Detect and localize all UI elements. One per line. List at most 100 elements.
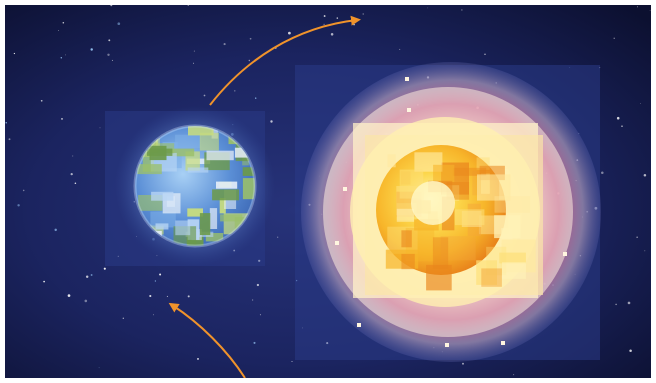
earth-surface-patch bbox=[199, 213, 211, 235]
sparkle bbox=[445, 343, 449, 347]
star bbox=[234, 90, 236, 92]
sun-flare-patch bbox=[401, 230, 412, 248]
star bbox=[60, 57, 63, 59]
earth-surface-patch bbox=[209, 208, 218, 229]
star bbox=[90, 274, 93, 276]
star bbox=[197, 357, 199, 360]
earth-surface-patch bbox=[212, 189, 239, 201]
earth-surface-patch bbox=[206, 150, 234, 161]
star bbox=[98, 367, 100, 369]
earth-surface-patch bbox=[155, 223, 169, 230]
star bbox=[255, 97, 257, 99]
sparkle bbox=[407, 108, 411, 112]
star bbox=[643, 173, 647, 177]
earth-surface-patch bbox=[149, 145, 167, 161]
earth-surface-patch bbox=[142, 150, 154, 172]
star bbox=[74, 182, 77, 185]
star bbox=[462, 362, 464, 365]
sun-flare-patch bbox=[426, 264, 452, 291]
star bbox=[252, 299, 254, 301]
star bbox=[259, 314, 261, 316]
sparkle bbox=[501, 341, 505, 345]
star bbox=[85, 275, 89, 278]
star bbox=[223, 43, 226, 46]
star bbox=[461, 9, 463, 11]
star bbox=[166, 295, 168, 297]
sun-flare-patch bbox=[433, 164, 455, 183]
orbit-arrow-top-icon bbox=[209, 15, 361, 106]
star bbox=[615, 303, 617, 306]
star bbox=[107, 53, 110, 56]
star bbox=[484, 53, 486, 55]
star bbox=[103, 267, 106, 270]
star bbox=[65, 54, 67, 56]
star bbox=[70, 172, 73, 176]
star bbox=[149, 294, 152, 298]
earth-surface-patch bbox=[167, 148, 195, 157]
earth-surface-patch bbox=[137, 164, 162, 175]
star bbox=[22, 189, 25, 192]
star bbox=[117, 22, 121, 26]
star bbox=[277, 236, 279, 238]
earth-surface-patch bbox=[199, 132, 219, 151]
star bbox=[291, 360, 293, 363]
star bbox=[399, 48, 401, 50]
star bbox=[203, 94, 206, 97]
earth-surface-patch bbox=[151, 191, 174, 201]
star bbox=[362, 13, 364, 15]
star bbox=[330, 33, 334, 36]
star bbox=[336, 17, 339, 19]
sun-star-icon bbox=[295, 62, 601, 362]
earth-surface-patch bbox=[175, 134, 201, 149]
star bbox=[601, 171, 604, 175]
star bbox=[8, 138, 11, 141]
sparkle bbox=[405, 77, 409, 81]
sparkle bbox=[343, 187, 347, 191]
sun-flare-patch bbox=[486, 246, 507, 276]
sun-flare-patch bbox=[387, 154, 396, 168]
earth-surface-patch bbox=[220, 214, 243, 222]
star bbox=[636, 6, 638, 8]
star bbox=[353, 23, 355, 26]
sun-flare-patch bbox=[396, 208, 415, 222]
star bbox=[613, 37, 615, 39]
star bbox=[110, 5, 113, 7]
star bbox=[644, 250, 646, 252]
star bbox=[427, 7, 429, 9]
star bbox=[40, 99, 43, 102]
star bbox=[649, 9, 651, 11]
earth-planet-icon bbox=[105, 106, 275, 266]
star bbox=[153, 314, 154, 316]
star bbox=[323, 23, 325, 26]
earth-surface-patch bbox=[187, 167, 209, 173]
star bbox=[256, 283, 260, 287]
star bbox=[187, 295, 190, 298]
star bbox=[58, 30, 59, 31]
star bbox=[621, 125, 623, 127]
earth-surface-patch bbox=[146, 225, 164, 235]
star bbox=[108, 39, 111, 42]
star bbox=[5, 122, 7, 124]
space-illustration bbox=[5, 5, 651, 378]
star bbox=[67, 294, 71, 297]
star bbox=[616, 116, 620, 120]
star bbox=[323, 15, 326, 17]
sun-flare-patch bbox=[401, 253, 415, 270]
star bbox=[288, 31, 291, 35]
earth-surface-patch bbox=[242, 167, 255, 176]
star bbox=[84, 299, 88, 303]
sun-flare-patch bbox=[454, 209, 485, 226]
star bbox=[62, 22, 65, 24]
earth-surface-patch bbox=[219, 198, 226, 214]
sun-flare-patch bbox=[499, 252, 526, 264]
orbit-arrow-bottom-icon bbox=[168, 302, 246, 378]
star bbox=[43, 280, 45, 283]
star bbox=[248, 59, 250, 62]
sun-flare-patch bbox=[494, 215, 521, 239]
star bbox=[627, 301, 631, 305]
sun-flare-patch bbox=[414, 219, 439, 231]
sparkle bbox=[357, 323, 361, 327]
star bbox=[111, 59, 113, 61]
star bbox=[122, 317, 124, 319]
star bbox=[154, 280, 157, 282]
